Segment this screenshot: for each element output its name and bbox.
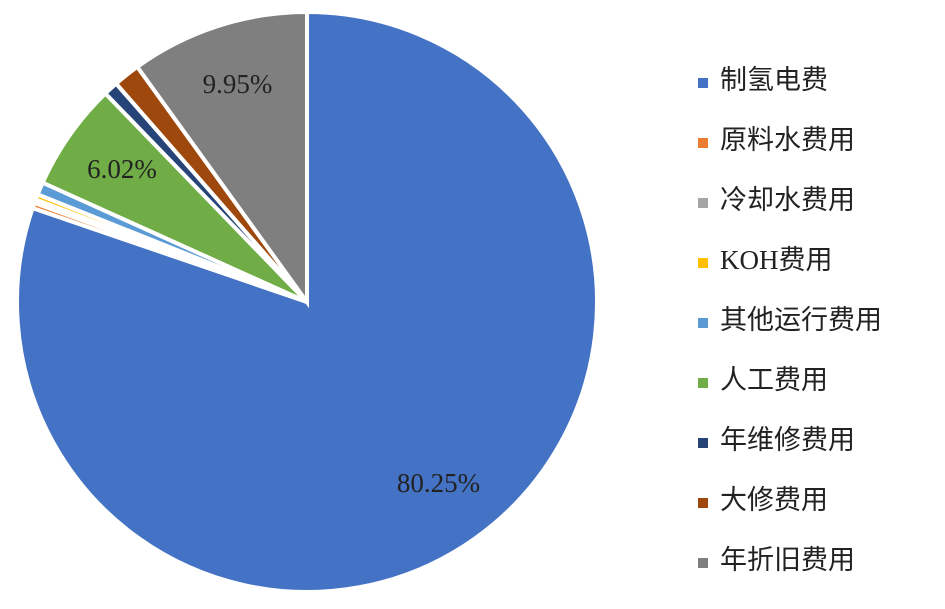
legend-label: 人工费用 [720,365,828,395]
legend-label: 其他运行费用 [720,305,882,335]
legend-marker [698,438,708,448]
legend-label: 年维修费用 [720,425,855,455]
legend-label: 年折旧费用 [720,545,855,575]
legend-marker [698,378,708,388]
data-label: 6.02% [87,154,157,184]
legend-marker [698,198,708,208]
legend-marker [698,78,708,88]
legend-label: 冷却水费用 [720,185,855,215]
pie-slice [134,9,309,309]
data-label: 80.25% [397,468,480,498]
legend-marker [698,558,708,568]
legend-label: KOH费用 [720,245,833,275]
legend-marker [698,498,708,508]
legend-marker [698,138,708,148]
legend-label: 大修费用 [720,485,828,515]
legend-label: 制氢电费 [720,65,828,95]
data-label: 9.95% [203,69,273,99]
legend-marker [698,318,708,328]
legend-label: 原料水费用 [720,125,855,155]
legend-marker [698,258,708,268]
